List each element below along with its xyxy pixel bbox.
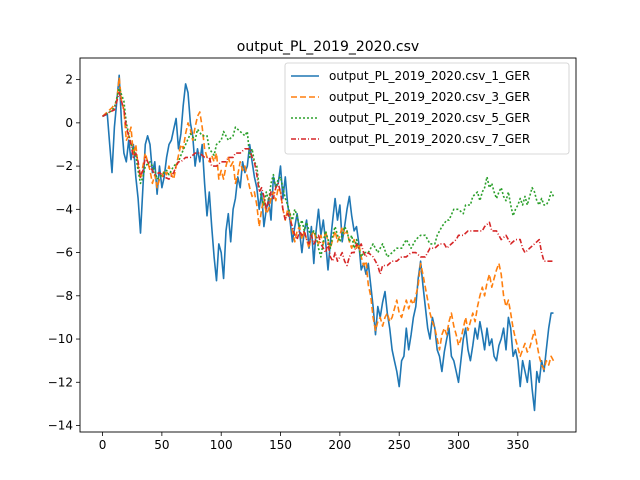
x-tick-label: 0 — [99, 438, 107, 452]
x-tick-label: 350 — [506, 438, 529, 452]
plot-frame — [79, 57, 577, 433]
y-tick-label: −12 — [48, 375, 73, 389]
x-tick-label: 250 — [388, 438, 411, 452]
x-tick-label: 150 — [269, 438, 292, 452]
legend-label-3: output_PL_2019_2020.csv_5_GER — [329, 111, 530, 125]
legend-label-2: output_PL_2019_2020.csv_3_GER — [329, 90, 530, 104]
y-tick-label: 0 — [65, 116, 73, 130]
y-tick-label: −2 — [55, 159, 73, 173]
y-tick-label: −14 — [48, 419, 73, 433]
legend-label-4: output_PL_2019_2020.csv_7_GER — [329, 132, 530, 146]
y-tick-label: −8 — [55, 289, 73, 303]
series-lines — [101, 74, 555, 412]
y-tick-label: −6 — [55, 246, 73, 260]
legend-box — [284, 62, 570, 155]
series-line-1 — [102, 74, 554, 412]
x-tick-label: 200 — [328, 438, 351, 452]
y-tick-label: 2 — [65, 73, 73, 87]
axes: 0 50 100 150 200 250 300 350 2 0 −2 −4 −6 −8 −10 −12 −14 — [48, 57, 577, 452]
y-tick-label: −4 — [55, 202, 73, 216]
x-tick-label: 100 — [210, 438, 233, 452]
y-tick-label: −10 — [48, 332, 73, 346]
series-line-4 — [102, 91, 554, 275]
chart-title: output_PL_2019_2020.csv — [237, 39, 419, 55]
x-tick-label: 50 — [154, 438, 169, 452]
series-line-3 — [102, 87, 555, 258]
x-tick-label: 300 — [447, 438, 470, 452]
legend-label-1: output_PL_2019_2020.csv_1_GER — [329, 69, 530, 83]
legend: output_PL_2019_2020.csv_1_GER output_PL_2… — [284, 62, 570, 155]
